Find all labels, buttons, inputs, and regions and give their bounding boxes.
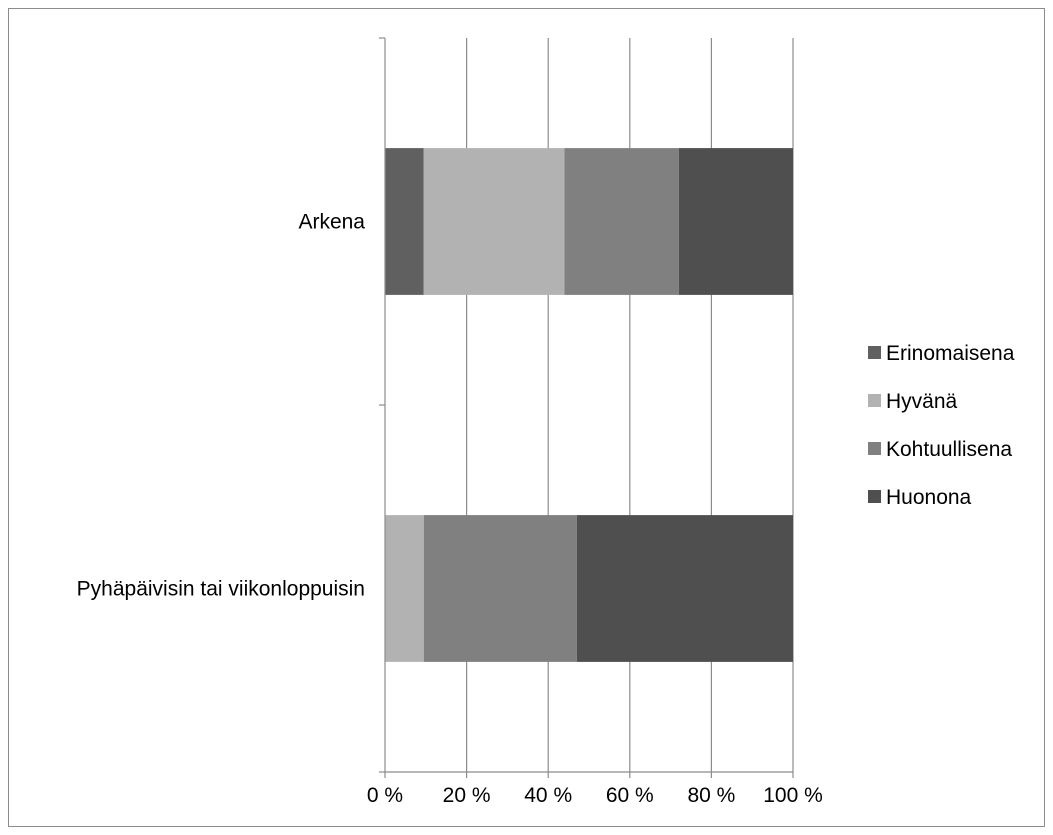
bar-segment	[385, 515, 424, 662]
legend-item: Erinomaisena	[868, 342, 1015, 365]
legend-swatch	[868, 394, 881, 407]
bars-layer	[385, 148, 793, 662]
x-tick-label: 40 %	[524, 784, 572, 807]
x-tick-label: 60 %	[606, 784, 654, 807]
x-tick-label: 80 %	[687, 784, 735, 807]
chart-border	[8, 8, 1045, 827]
legend-item: Huonona	[868, 486, 972, 509]
legend-item: Kohtuullisena	[868, 438, 1012, 461]
bar-segment	[678, 148, 793, 295]
legend-swatch	[868, 346, 881, 359]
legend-label: Kohtuullisena	[886, 438, 1012, 461]
legend-swatch	[868, 442, 881, 455]
legend-label: Erinomaisena	[886, 342, 1015, 365]
bar-segment	[385, 148, 424, 295]
x-tick-label: 0 %	[367, 784, 403, 807]
category-label: Pyhäpäivisin tai viikonloppuisin	[77, 578, 365, 601]
legend-label: Hyvänä	[886, 390, 958, 413]
legend-label: Huonona	[886, 486, 972, 509]
bar-segment	[576, 515, 793, 662]
x-tick-label: 20 %	[443, 784, 491, 807]
axis-layer: 0 % 20 % 40 % 60 % 80 % 100 % Arkena Pyhäpäivis…	[77, 37, 823, 807]
bar-segment	[564, 148, 679, 295]
category-label: Arkena	[298, 211, 365, 234]
x-tick-label: 100 %	[763, 784, 823, 807]
legend: Erinomaisena Hyvänä Kohtuullisena Huonona	[868, 342, 1015, 509]
bar-segment	[423, 148, 565, 295]
legend-item: Hyvänä	[868, 390, 958, 413]
bar-segment	[423, 515, 577, 662]
legend-swatch	[868, 490, 881, 503]
